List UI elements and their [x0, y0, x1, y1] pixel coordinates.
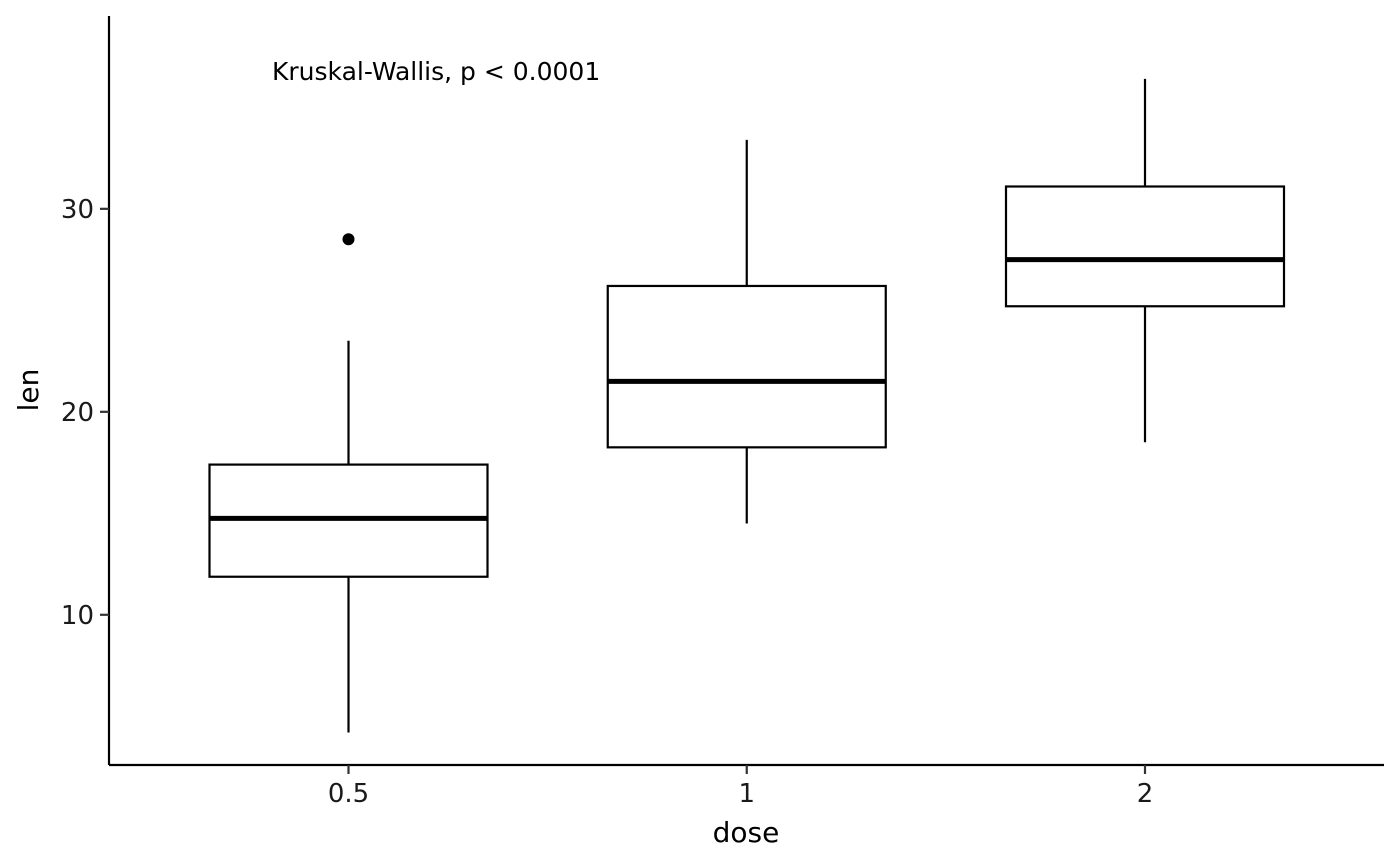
y-axis-ticks: 10 20 30 [61, 195, 109, 631]
x-axis-ticks: 0.5 1 2 [328, 765, 1153, 809]
annotation-text: Kruskal-Wallis, p < 0.0001 [272, 57, 600, 86]
box-body-dose-1 [606, 284, 887, 449]
box-body-dose-2 [1004, 185, 1286, 308]
box-dose-1 [606, 139, 887, 524]
x-axis-title: dose [713, 816, 780, 849]
y-tick-label-10: 10 [61, 601, 94, 631]
outlier-point-dose-0-5-0 [342, 233, 355, 246]
box-dose-2 [1004, 78, 1286, 443]
y-tick-label-30: 30 [61, 195, 94, 225]
x-tick-label-0-5: 0.5 [328, 779, 369, 809]
y-axis-title: len [12, 369, 45, 412]
box-dose-0-5 [208, 233, 489, 733]
x-tick-label-1: 1 [738, 779, 755, 809]
plot-marks [208, 78, 1286, 733]
x-tick-label-2: 2 [1137, 779, 1154, 809]
y-tick-label-20: 20 [61, 398, 94, 428]
